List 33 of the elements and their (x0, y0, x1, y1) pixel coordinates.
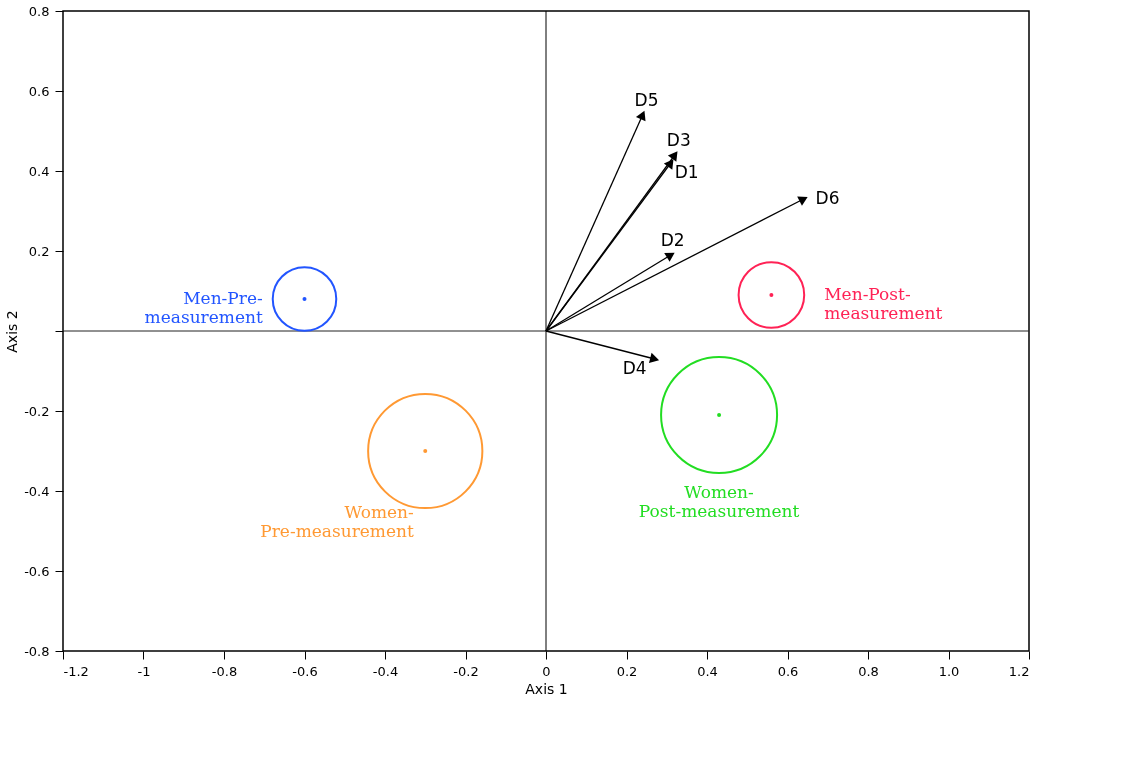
x-tick-label: -0.6 (292, 663, 318, 679)
x-tick-label: 0.4 (697, 663, 718, 679)
series-label: D2 (660, 230, 685, 250)
series-label: D5 (634, 90, 659, 110)
x-tick-label: -1 (137, 663, 151, 679)
series-label: D1 (674, 162, 699, 182)
x-tick-label: 0.6 (777, 663, 799, 679)
x-tick-label: -0.2 (453, 663, 479, 679)
y-axis-title: Axis 2 (4, 310, 21, 353)
series-label: Men-Pre- measurement (144, 288, 263, 327)
x-tick-label: 1.2 (1008, 663, 1030, 679)
y-tick-label: 0.8 (28, 3, 50, 19)
y-tick-label: 0.2 (28, 243, 50, 259)
x-tick-label: 0 (542, 663, 551, 679)
series-label: D4 (622, 358, 647, 378)
y-tick-label: 0.6 (28, 83, 50, 99)
x-tick-label: -0.8 (211, 663, 238, 679)
y-tick-label: -0.2 (24, 403, 50, 419)
series-label: Men-Post- measurement (824, 284, 943, 323)
series-label: D3 (666, 130, 691, 150)
series-label: D6 (815, 188, 840, 208)
x-tick-label: 0.2 (616, 663, 638, 679)
y-tick-label: -0.8 (24, 643, 50, 659)
y-tick-label: -0.6 (24, 563, 50, 579)
y-tick-label: -0.4 (24, 483, 50, 499)
x-tick-label: -0.4 (372, 663, 399, 679)
x-tick-label: 0.8 (858, 663, 879, 679)
series-label: Women- Post-measurement (638, 482, 800, 521)
x-axis-title: Axis 1 (525, 680, 568, 697)
x-tick-label: 1.0 (938, 663, 960, 679)
series-label: Women- Pre-measurement (260, 502, 414, 541)
y-tick-label: 0.4 (28, 163, 50, 179)
x-tick-label: -1.2 (63, 663, 89, 679)
